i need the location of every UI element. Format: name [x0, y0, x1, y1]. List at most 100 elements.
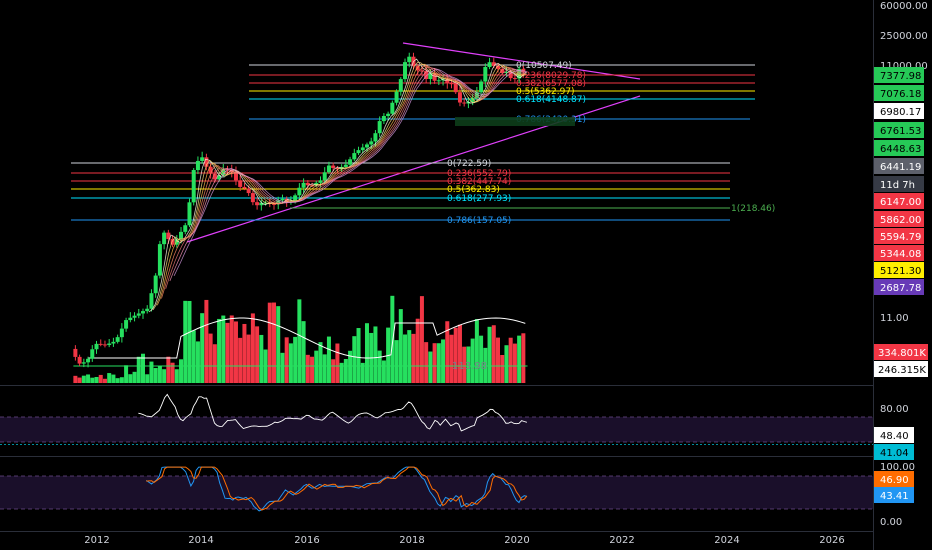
candle-body — [119, 328, 124, 338]
volume-bar — [86, 374, 91, 383]
volume-bar — [521, 333, 526, 383]
rsi-badge: 48.40 — [874, 427, 914, 443]
candle-body — [428, 73, 433, 80]
candle-body — [331, 165, 336, 169]
price-badge: 5594.79 — [874, 228, 924, 244]
volume-bar — [149, 361, 154, 383]
volume-bar — [212, 344, 217, 383]
price-badge-text: 5344.08 — [880, 249, 921, 260]
stoch-badge-text: 43.41 — [880, 491, 909, 502]
candle-body — [504, 72, 509, 74]
volume-bar — [200, 313, 205, 383]
candle-body — [512, 78, 517, 80]
price-badge-text: 6441.19 — [880, 162, 921, 173]
candle-body — [107, 343, 112, 346]
volume-bar — [326, 336, 331, 383]
candle-body — [466, 101, 471, 104]
x-axis: 2012 2014 2016 2018 2020 2022 2024 2026 — [84, 535, 844, 546]
volume-bar — [512, 343, 517, 383]
candle-body — [487, 62, 492, 68]
rsi-badge-text: 48.40 — [880, 431, 909, 442]
volume-bar — [217, 318, 222, 383]
volume-bar — [145, 374, 150, 383]
stoch-badge: 43.41 — [874, 487, 914, 503]
volume-bar — [441, 339, 446, 383]
volume-bar — [415, 318, 420, 383]
candle-body — [242, 186, 247, 189]
candle-body — [386, 113, 391, 116]
candle-body — [124, 320, 129, 329]
volume-bar — [255, 326, 260, 383]
stoch-d-line — [146, 466, 528, 511]
volume-bar — [293, 336, 298, 383]
volume-bar — [479, 335, 484, 383]
volume-bar — [487, 326, 492, 383]
candle-body — [98, 343, 103, 345]
price-badge-bg — [874, 176, 924, 192]
x-tick-label: 2016 — [294, 535, 319, 546]
candle-body — [500, 68, 505, 74]
price-badge-text: 6147.00 — [880, 197, 921, 208]
candle-body — [136, 313, 141, 316]
moving-average-line — [165, 66, 525, 289]
volume-bar — [157, 366, 162, 383]
fib-lower-label: 0.786(157.05) — [447, 216, 511, 226]
volume-bar — [411, 333, 416, 383]
volume-bar — [301, 321, 306, 383]
volume-bar — [445, 321, 450, 383]
volume-bar — [107, 373, 112, 383]
candle-body — [77, 356, 82, 364]
volume-bar — [419, 296, 424, 383]
fib-lower-label: 0.618(277.93) — [447, 194, 511, 204]
volume-bar — [73, 375, 78, 383]
volume-bar — [432, 343, 437, 383]
candle-body — [200, 157, 205, 161]
volume-bar — [381, 360, 386, 383]
volume-bar — [496, 337, 500, 383]
candle-body — [305, 182, 310, 186]
stoch-axis-label: 0.00 — [880, 517, 902, 528]
candle-body — [187, 202, 192, 226]
volume-bar — [191, 330, 196, 383]
volume-bar — [508, 337, 513, 383]
rsi-badge-text: 41.04 — [880, 448, 909, 459]
candle-body — [259, 202, 264, 206]
candle-body — [352, 153, 357, 160]
volume-bar — [242, 323, 247, 383]
candle-body — [229, 169, 234, 172]
moving-average-line — [173, 69, 528, 276]
support-zone — [455, 117, 575, 126]
candle-body — [170, 239, 175, 245]
candle-body — [297, 187, 302, 196]
volume-bar — [90, 377, 95, 383]
price-badge: 5344.08 — [874, 245, 924, 261]
moving-average-line — [152, 61, 525, 311]
volume-bar — [221, 315, 226, 383]
price-axis: 60000.00 25000.00 11000.00 11.00 7377.98 7076… — [873, 0, 932, 550]
candle-body — [322, 172, 327, 181]
volume-bar — [81, 375, 86, 383]
price-badge: 6441.19 — [874, 158, 924, 174]
volume-bar — [470, 338, 475, 383]
stoch-badge-bg — [874, 487, 914, 503]
candle-body — [145, 308, 150, 312]
candle-body — [86, 358, 91, 363]
volume-bar — [229, 315, 234, 383]
volume-bar — [453, 327, 458, 383]
volume-bar — [343, 359, 348, 383]
fib-lower-label: 0.5(362.83) — [447, 185, 500, 195]
x-tick-label: 2022 — [609, 535, 634, 546]
volume-bar — [111, 374, 116, 383]
price-badge-bg — [874, 279, 924, 295]
candle-body — [102, 344, 107, 346]
volume-bar — [259, 334, 264, 383]
candle-body — [462, 102, 467, 104]
candle-body — [238, 180, 243, 187]
candle-body — [474, 92, 479, 98]
price-badge-bg — [874, 85, 924, 101]
candle-body — [204, 157, 209, 167]
rsi-axis-label: 80.00 — [880, 404, 909, 415]
price-badge-text: 6761.53 — [880, 126, 921, 137]
candle-body — [217, 175, 222, 180]
